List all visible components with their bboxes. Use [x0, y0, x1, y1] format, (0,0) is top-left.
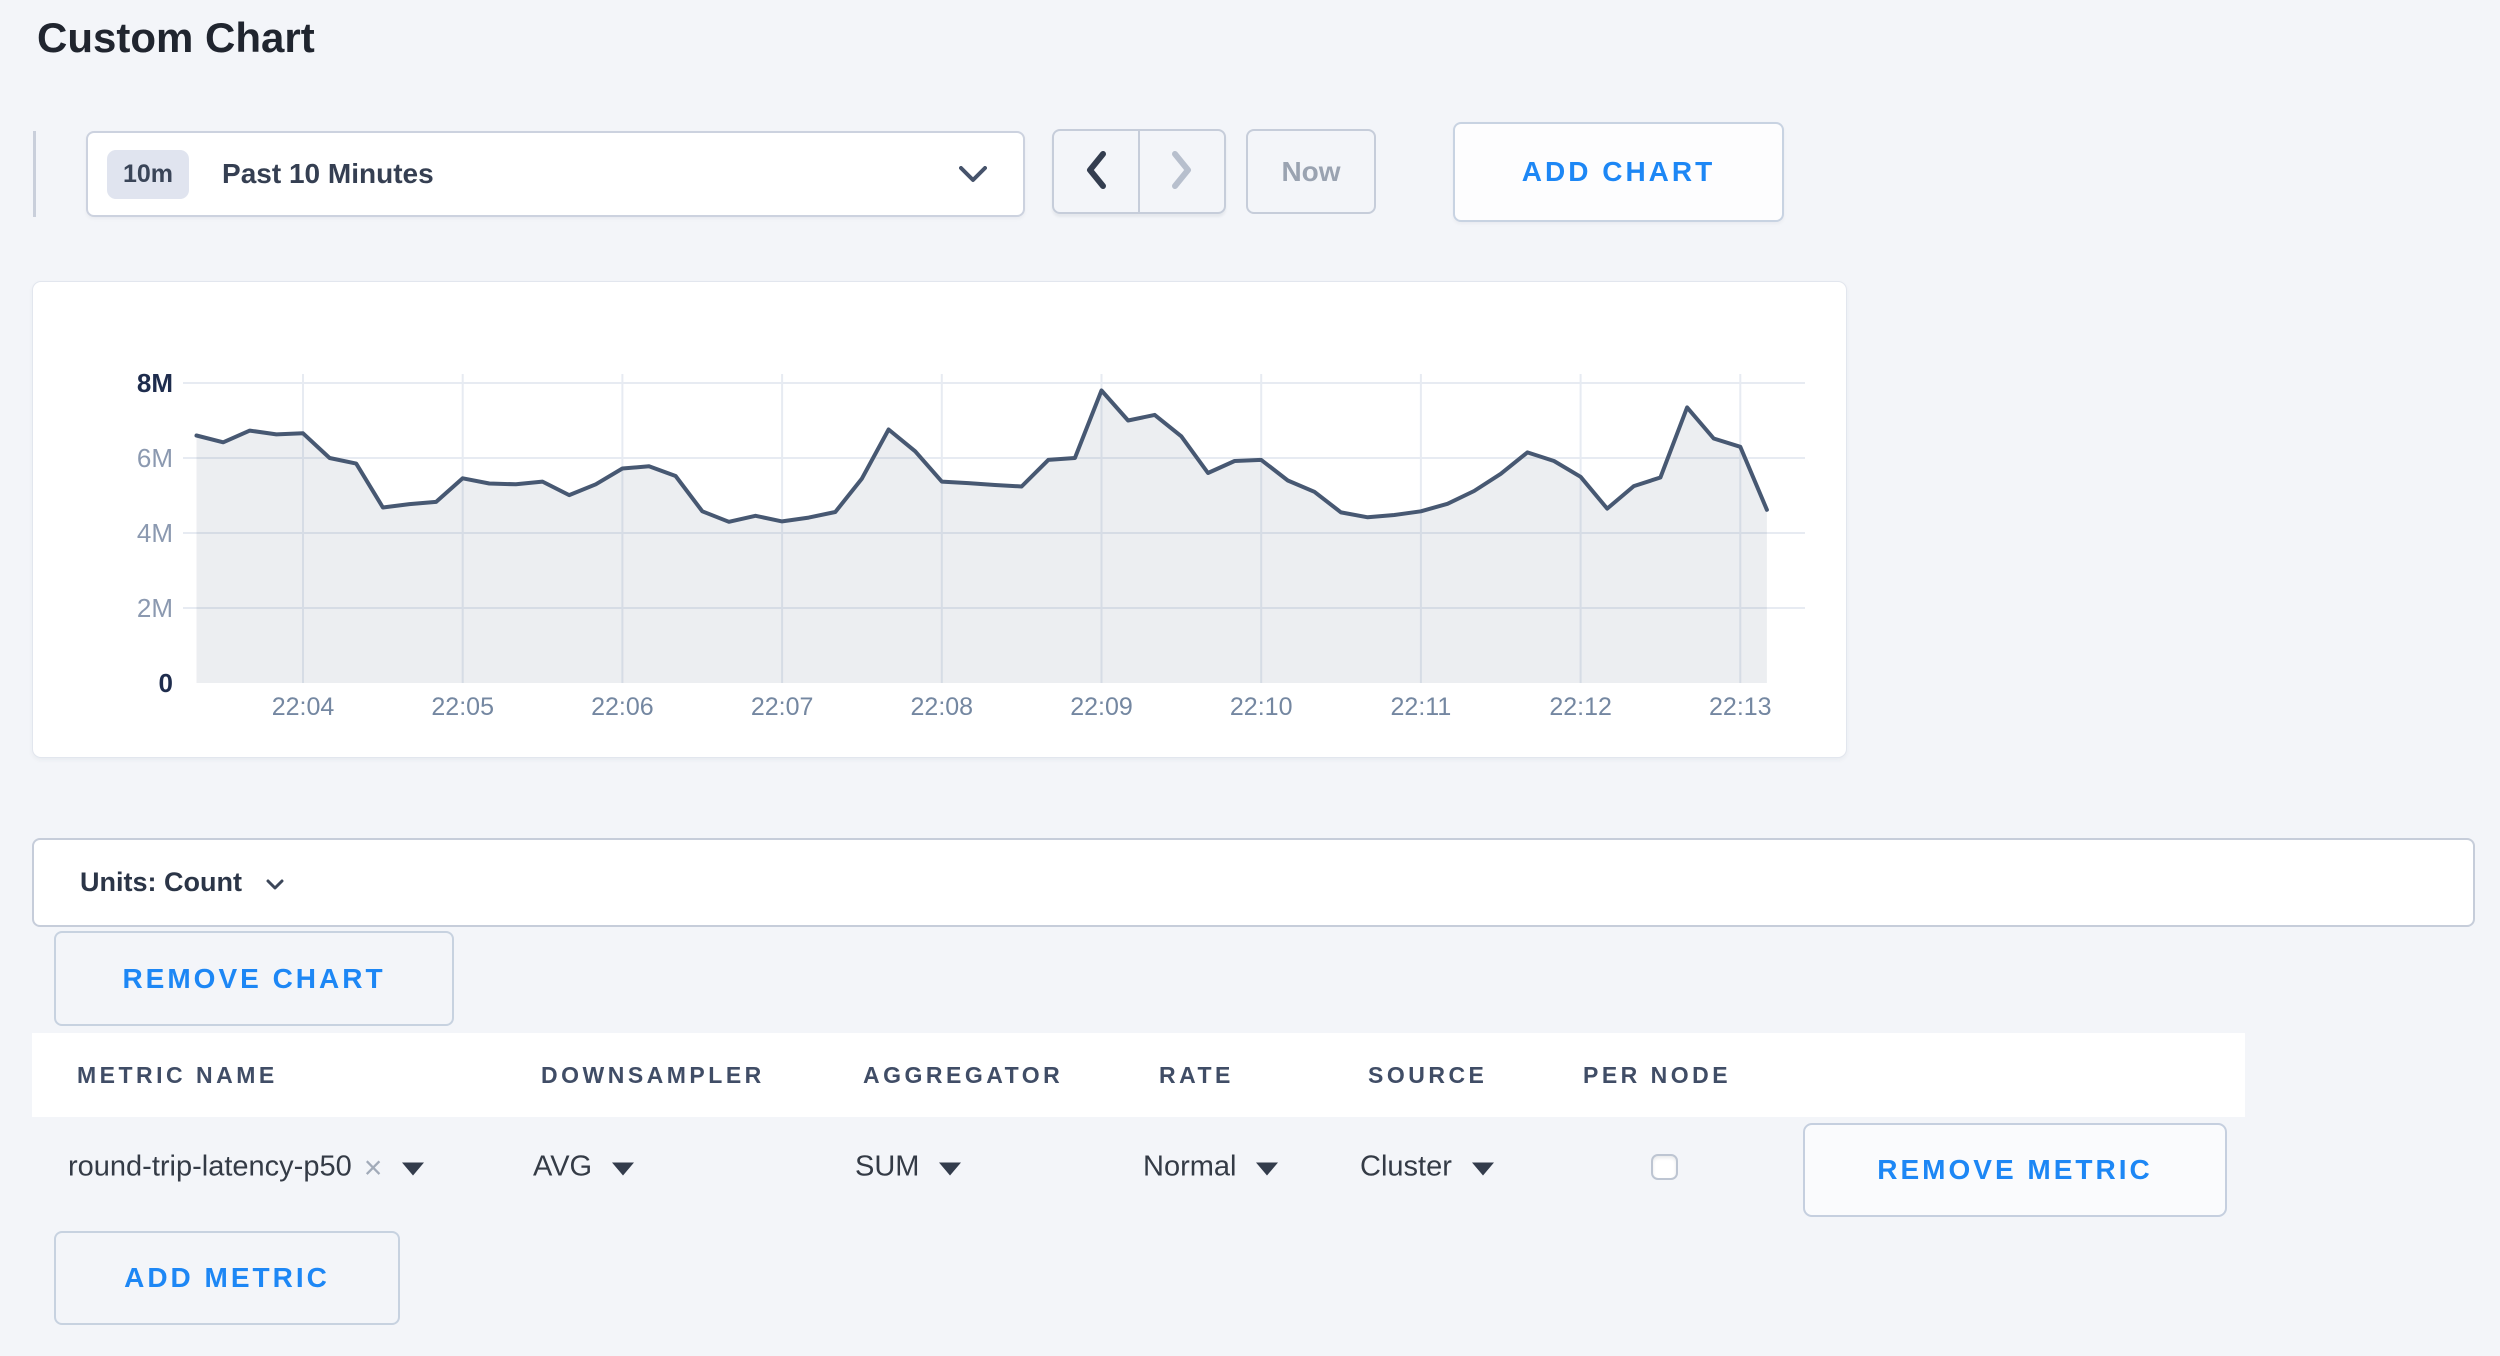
column-header-metric-name: METRIC NAME — [77, 1062, 278, 1088]
chevron-left-icon — [1085, 151, 1107, 192]
remove-chart-button[interactable]: REMOVE CHART — [54, 931, 454, 1026]
source-dropdown[interactable]: Cluster — [1360, 1151, 1494, 1184]
caret-down-icon — [612, 1162, 635, 1176]
chevron-down-icon — [959, 165, 987, 183]
metric-name-dropdown[interactable]: round-trip-latency-p50 × — [68, 1149, 425, 1185]
timeseries-chart[interactable]: 0 2M 4M 6M 8M 22:04 22:05 22:06 22:07 22:08 22:09 2… — [33, 282, 1846, 757]
toolbar-divider — [33, 131, 36, 217]
next-range-button[interactable] — [1140, 131, 1224, 212]
metric-row: round-trip-latency-p50 × AVG SUM Normal … — [32, 1117, 2472, 1217]
svg-text:22:09: 22:09 — [1070, 693, 1133, 721]
time-window-badge: 10m — [107, 149, 190, 199]
column-header-downsampler: DOWNSAMPLER — [541, 1062, 765, 1088]
add-chart-button[interactable]: ADD CHART — [1453, 122, 1784, 222]
units-label: Units: Count — [80, 867, 242, 897]
column-header-per-node: PER NODE — [1583, 1062, 1732, 1088]
add-metric-button[interactable]: ADD METRIC — [54, 1231, 400, 1325]
svg-text:6M: 6M — [137, 443, 173, 473]
time-range-pager — [1052, 129, 1226, 214]
per-node-checkbox[interactable] — [1651, 1154, 1678, 1180]
svg-text:0: 0 — [159, 668, 173, 698]
downsampler-dropdown[interactable]: AVG — [533, 1151, 635, 1184]
svg-text:2M: 2M — [137, 593, 173, 623]
svg-text:22:13: 22:13 — [1709, 693, 1772, 721]
metric-name-value: round-trip-latency-p50 — [68, 1150, 352, 1183]
svg-text:22:08: 22:08 — [911, 693, 974, 721]
prev-range-button[interactable] — [1054, 131, 1140, 212]
remove-metric-button[interactable]: REMOVE METRIC — [1803, 1123, 2227, 1217]
remove-tag-icon[interactable]: × — [363, 1149, 383, 1185]
chevron-down-icon — [266, 879, 284, 891]
svg-text:22:07: 22:07 — [751, 693, 814, 721]
svg-text:4M: 4M — [137, 518, 173, 548]
column-header-rate: RATE — [1159, 1062, 1234, 1088]
svg-text:22:11: 22:11 — [1391, 693, 1452, 721]
svg-text:22:04: 22:04 — [272, 693, 335, 721]
svg-text:8M: 8M — [137, 368, 173, 398]
now-button[interactable]: Now — [1246, 129, 1376, 214]
chart-card: 0 2M 4M 6M 8M 22:04 22:05 22:06 22:07 22:08 22:09 2… — [32, 281, 1847, 758]
column-header-source: SOURCE — [1368, 1062, 1488, 1088]
time-window-label: Past 10 Minutes — [222, 158, 434, 189]
svg-text:22:06: 22:06 — [591, 693, 654, 721]
rate-dropdown[interactable]: Normal — [1143, 1151, 1279, 1184]
units-select[interactable]: Units: Count — [32, 838, 2475, 927]
metrics-table-header: METRIC NAME DOWNSAMPLER AGGREGATOR RATE … — [32, 1033, 2245, 1117]
chevron-right-icon — [1171, 151, 1193, 192]
aggregator-dropdown[interactable]: SUM — [855, 1151, 962, 1184]
caret-down-icon — [1471, 1162, 1494, 1176]
svg-text:22:10: 22:10 — [1230, 693, 1293, 721]
caret-down-icon — [402, 1162, 425, 1176]
svg-text:22:05: 22:05 — [431, 693, 494, 721]
svg-text:22:12: 22:12 — [1549, 693, 1612, 721]
time-window-select[interactable]: 10m Past 10 Minutes — [86, 131, 1025, 217]
page-title: Custom Chart — [37, 14, 315, 61]
column-header-aggregator: AGGREGATOR — [863, 1062, 1064, 1088]
caret-down-icon — [1256, 1162, 1279, 1176]
caret-down-icon — [939, 1162, 962, 1176]
